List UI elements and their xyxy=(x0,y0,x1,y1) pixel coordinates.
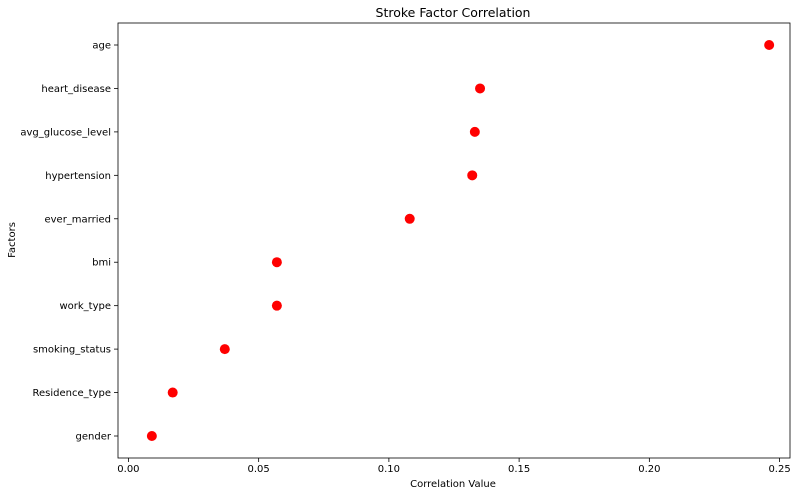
data-point-gender xyxy=(146,431,157,441)
data-point-avg-glucose-level xyxy=(469,126,480,137)
plot-frame xyxy=(117,22,791,459)
data-point-ever-married xyxy=(404,213,415,224)
data-point-hypertension xyxy=(467,170,478,181)
y-tick-label: hypertension xyxy=(45,171,111,182)
y-tick-label: bmi xyxy=(92,258,111,269)
x-tick-label: 0.05 xyxy=(248,464,270,475)
y-axis-label: Factors xyxy=(7,222,18,258)
data-point-smoking-status xyxy=(219,344,230,355)
y-tick-label: heart_disease xyxy=(41,84,111,95)
data-point-heart-disease xyxy=(475,83,486,94)
data-point-work-type xyxy=(271,300,282,311)
y-axis-ticks: age heart_disease avg_glucose_levelhyperte… xyxy=(20,41,118,443)
chart-title: Stroke Factor Correlation xyxy=(376,5,531,20)
y-tick-label: age xyxy=(92,41,111,52)
y-tick-label: gender xyxy=(76,432,112,443)
data-point-residence-type xyxy=(167,387,178,398)
y-tick-label: Residence_type xyxy=(33,388,111,399)
data-point-bmi xyxy=(271,257,282,268)
x-axis-label: Correlation Value xyxy=(410,479,496,490)
data-point-age xyxy=(764,40,775,50)
x-tick-label: 0.00 xyxy=(117,464,139,475)
plot-area xyxy=(117,22,791,459)
y-tick-label: smoking_status xyxy=(33,345,111,356)
y-tick-label: avg_glucose_level xyxy=(20,127,111,138)
x-axis-ticks: 0.00 0.05 0.10 0.15 0.20 0.25 xyxy=(117,458,791,475)
data-points xyxy=(146,40,775,441)
x-tick-label: 0.20 xyxy=(638,464,660,475)
x-tick-label: 0.10 xyxy=(378,464,400,475)
x-tick-label: 0.15 xyxy=(508,464,530,475)
y-tick-label: ever_married xyxy=(44,214,111,225)
x-tick-label: 0.25 xyxy=(768,464,790,475)
y-tick-label: work_type xyxy=(59,301,111,312)
